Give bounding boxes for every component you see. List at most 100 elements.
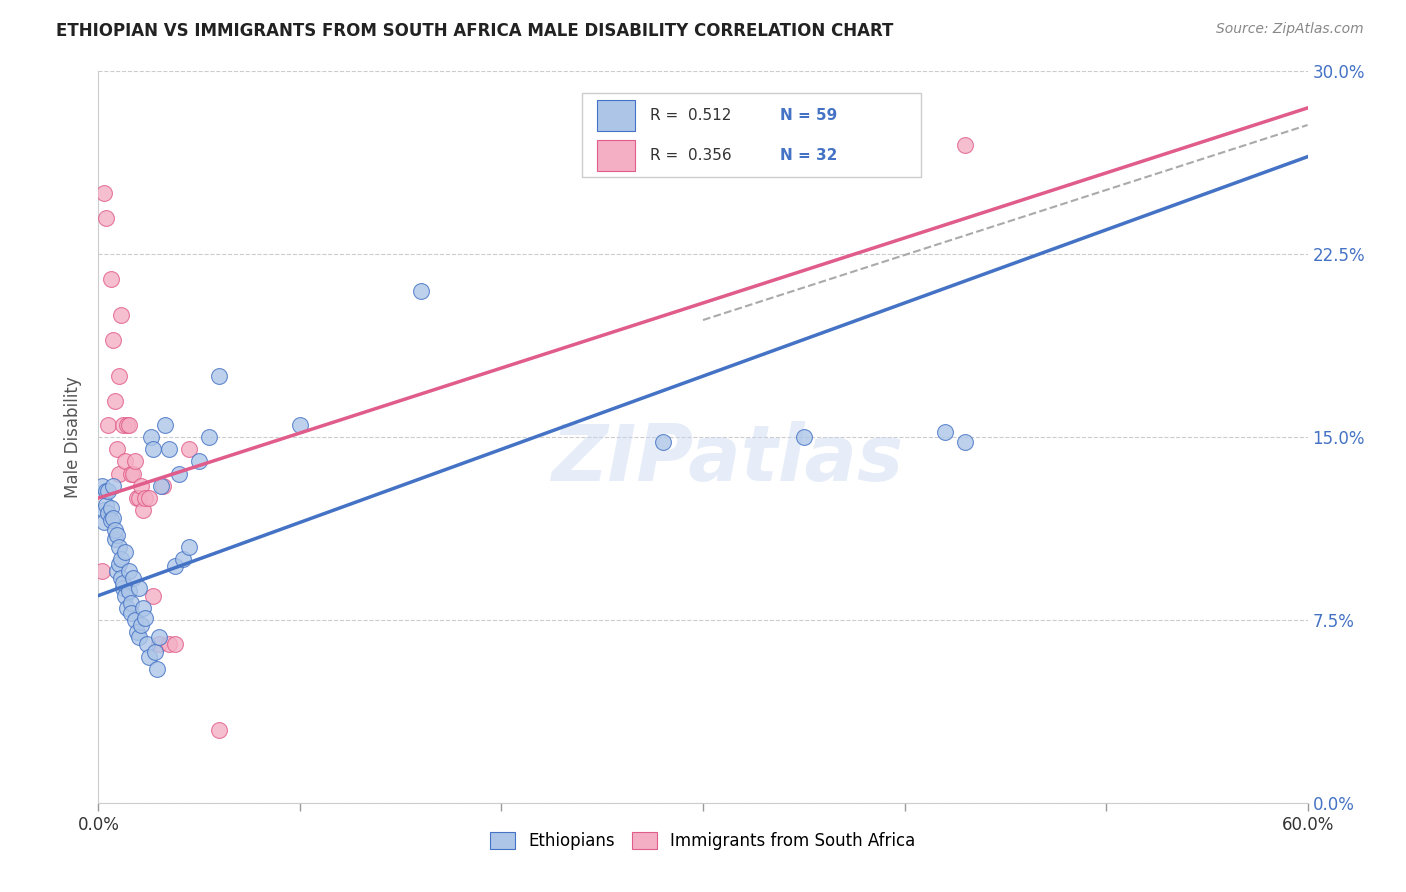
Point bbox=[97, 417, 120, 432]
Text: ETHIOPIAN VS IMMIGRANTS FROM SOUTH AFRICA MALE DISABILITY CORRELATION CHART: ETHIOPIAN VS IMMIGRANTS FROM SOUTH AFRIC… bbox=[56, 22, 894, 40]
Point bbox=[118, 583, 141, 598]
Point bbox=[134, 610, 156, 624]
Point bbox=[93, 186, 115, 201]
Point bbox=[142, 589, 165, 603]
Point bbox=[208, 723, 231, 737]
Point bbox=[101, 333, 124, 347]
Point bbox=[153, 417, 176, 432]
Point bbox=[198, 430, 221, 444]
Point bbox=[152, 479, 174, 493]
Point bbox=[101, 510, 124, 524]
Point bbox=[96, 483, 118, 498]
Point bbox=[208, 369, 231, 384]
Point bbox=[157, 637, 180, 651]
Point bbox=[793, 430, 815, 444]
Point bbox=[114, 544, 136, 558]
Point bbox=[138, 649, 160, 664]
Point bbox=[105, 442, 128, 457]
Point bbox=[101, 479, 124, 493]
Point bbox=[103, 533, 125, 547]
Point bbox=[139, 430, 162, 444]
Point bbox=[172, 552, 194, 566]
Point bbox=[115, 600, 138, 615]
Point bbox=[103, 523, 125, 537]
Point bbox=[118, 417, 141, 432]
Point bbox=[107, 369, 129, 384]
Point bbox=[97, 483, 120, 498]
Point bbox=[409, 284, 432, 298]
Point bbox=[97, 506, 120, 520]
Point bbox=[100, 513, 122, 527]
Point bbox=[124, 613, 146, 627]
Point bbox=[120, 596, 142, 610]
Point bbox=[121, 467, 143, 481]
Point bbox=[121, 572, 143, 586]
Text: Source: ZipAtlas.com: Source: ZipAtlas.com bbox=[1216, 22, 1364, 37]
Point bbox=[111, 581, 134, 595]
Point bbox=[157, 442, 180, 457]
Point bbox=[128, 581, 150, 595]
Point bbox=[142, 442, 165, 457]
Point bbox=[953, 137, 976, 152]
Point bbox=[100, 500, 122, 515]
Y-axis label: Male Disability: Male Disability bbox=[65, 376, 83, 498]
Point bbox=[96, 211, 118, 225]
Point bbox=[111, 417, 134, 432]
Point bbox=[111, 576, 134, 591]
FancyBboxPatch shape bbox=[582, 94, 921, 178]
Point bbox=[118, 564, 141, 578]
Point bbox=[132, 503, 155, 517]
Point bbox=[103, 393, 125, 408]
Text: R =  0.356: R = 0.356 bbox=[650, 148, 731, 163]
Point bbox=[163, 637, 186, 651]
Point bbox=[91, 564, 114, 578]
Point bbox=[135, 637, 157, 651]
Point bbox=[167, 467, 190, 481]
Point bbox=[148, 630, 170, 644]
Point bbox=[110, 572, 132, 586]
Point bbox=[188, 454, 211, 468]
Point bbox=[134, 491, 156, 505]
Point bbox=[115, 417, 138, 432]
Point bbox=[107, 557, 129, 571]
Point bbox=[125, 491, 148, 505]
Text: N = 59: N = 59 bbox=[780, 108, 838, 123]
Point bbox=[953, 434, 976, 449]
Point bbox=[107, 467, 129, 481]
Point bbox=[105, 527, 128, 541]
Point bbox=[120, 467, 142, 481]
Point bbox=[934, 425, 956, 440]
Point bbox=[179, 442, 201, 457]
Point bbox=[107, 540, 129, 554]
Point bbox=[91, 479, 114, 493]
Point bbox=[114, 589, 136, 603]
Point bbox=[100, 271, 122, 285]
Point bbox=[110, 308, 132, 322]
Point bbox=[128, 491, 150, 505]
Legend: Ethiopians, Immigrants from South Africa: Ethiopians, Immigrants from South Africa bbox=[484, 825, 922, 856]
Point bbox=[129, 479, 152, 493]
Point bbox=[128, 630, 150, 644]
Point bbox=[120, 606, 142, 620]
Point bbox=[149, 479, 172, 493]
Point bbox=[93, 516, 115, 530]
Point bbox=[179, 540, 201, 554]
Point bbox=[163, 559, 186, 574]
Point bbox=[138, 491, 160, 505]
Text: R =  0.512: R = 0.512 bbox=[650, 108, 731, 123]
Point bbox=[125, 625, 148, 640]
FancyBboxPatch shape bbox=[596, 101, 636, 131]
Point bbox=[114, 454, 136, 468]
Point bbox=[288, 417, 311, 432]
Point bbox=[129, 617, 152, 632]
Point bbox=[96, 499, 118, 513]
Point bbox=[110, 552, 132, 566]
Point bbox=[93, 503, 115, 517]
Point bbox=[651, 434, 673, 449]
Point bbox=[124, 454, 146, 468]
Point bbox=[146, 662, 169, 676]
FancyBboxPatch shape bbox=[596, 140, 636, 170]
Point bbox=[132, 600, 155, 615]
Text: N = 32: N = 32 bbox=[780, 148, 838, 163]
Point bbox=[148, 637, 170, 651]
